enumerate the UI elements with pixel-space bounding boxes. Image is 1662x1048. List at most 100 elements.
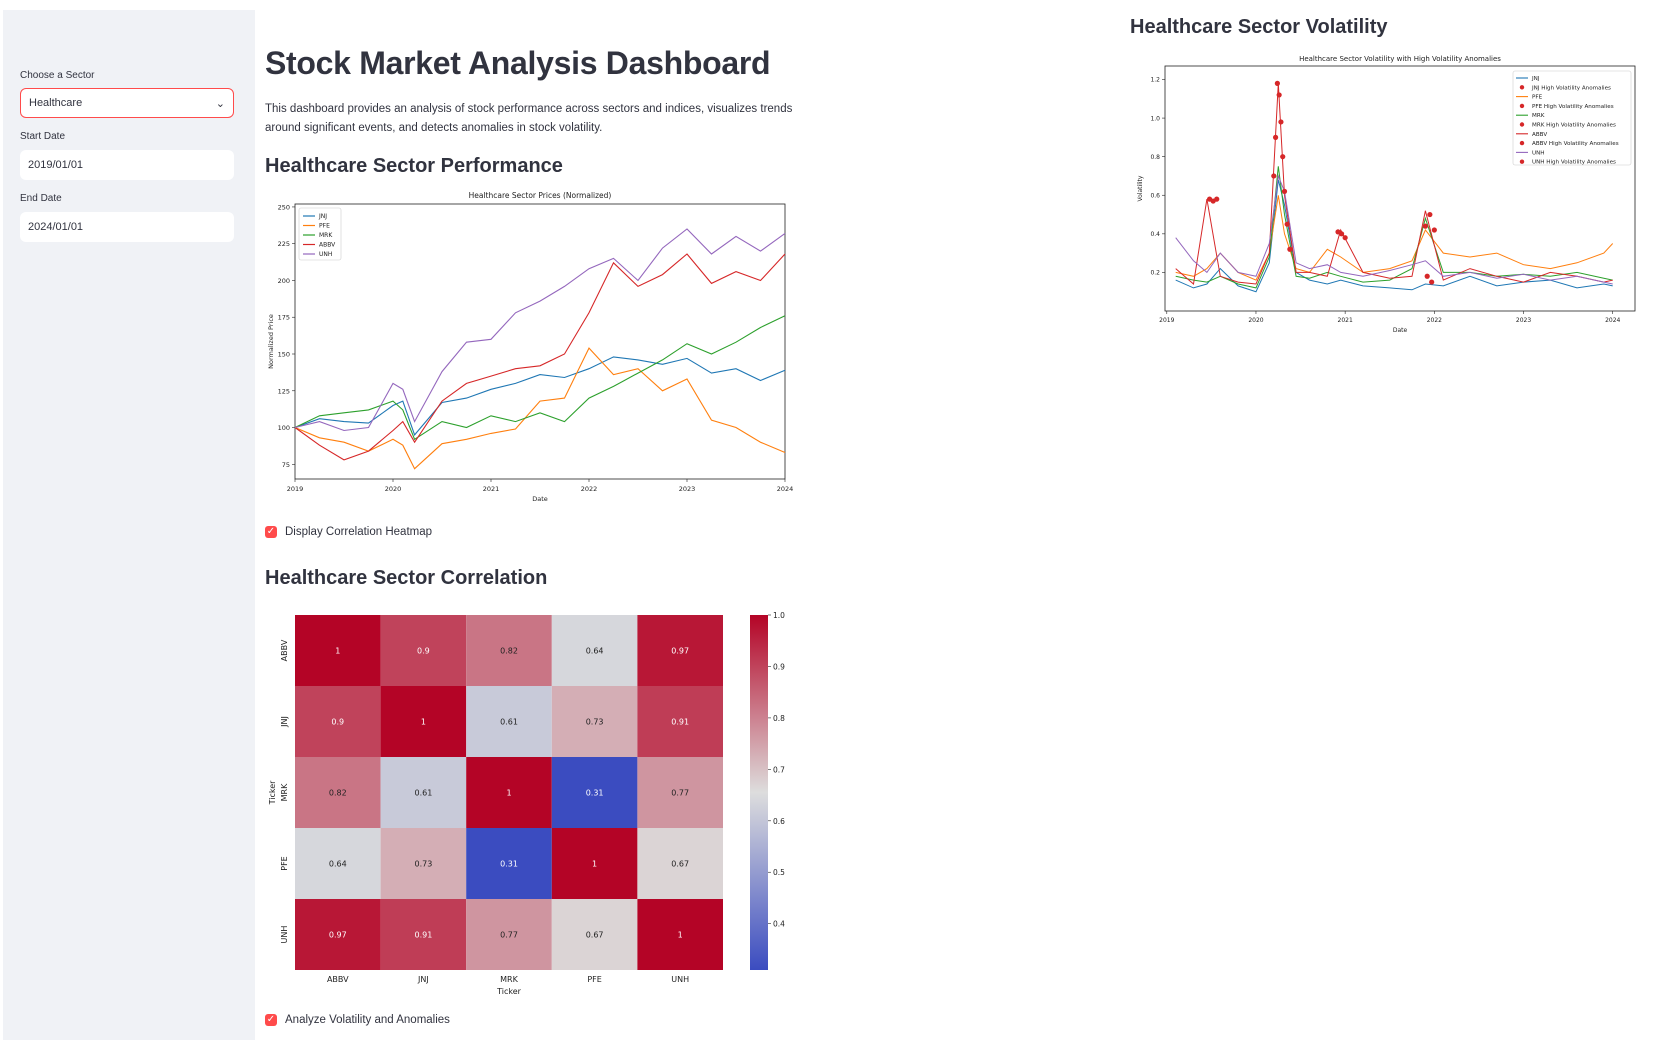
chevron-down-icon: ⌄ [215, 97, 225, 110]
start-date-input[interactable]: 2019/01/01 [20, 150, 234, 180]
colorbar-tick-label: 0.8 [773, 714, 785, 723]
anomaly-point [1281, 188, 1288, 194]
plot-frame [294, 203, 786, 480]
heatmap-cell-label: 0.73 [414, 860, 432, 869]
legend-box [298, 207, 342, 261]
y-tick-label: 75 [282, 461, 290, 469]
heatmap-cell [637, 828, 723, 899]
y-tick-label: 0.2 [1150, 270, 1160, 277]
anomaly-point [1276, 92, 1282, 98]
heatmap-cell [466, 828, 552, 899]
y-tick-label: 100 [278, 424, 290, 432]
heatmap-cell-label: 0.61 [414, 789, 432, 798]
heatmap-cell-label: 0.97 [671, 647, 689, 656]
page-description: This dashboard provides an analysis of s… [265, 103, 793, 134]
legend-box [1512, 70, 1632, 166]
heatmap-cell [295, 615, 381, 686]
heatmap-cell [637, 615, 723, 686]
anomaly-point [1338, 231, 1345, 237]
heatmap-cell [551, 828, 638, 899]
anomaly-point [1431, 227, 1437, 233]
x-tick-label: 2024 [1605, 317, 1620, 324]
series-line-abbv [294, 253, 786, 461]
end-date-label: End Date [20, 193, 62, 204]
checkmark-icon: ✓ [265, 1014, 277, 1026]
heatmap-cell-label: 0.91 [671, 718, 689, 727]
series-line-jnj [294, 356, 786, 436]
colorbar-tick-label: 0.9 [773, 662, 785, 671]
anomaly-point [1274, 80, 1280, 86]
y-axis-label: Normalized Price [267, 314, 275, 369]
sector-select-label: Choose a Sector [20, 70, 95, 81]
colorbar-tick-label: 0.4 [773, 920, 785, 929]
series-line-unh [1175, 174, 1613, 285]
performance-chart: Healthcare Sector Prices (Normalized) 201… [267, 191, 794, 503]
heatmap-cell-label: 0.73 [586, 718, 604, 727]
sector-select-value: Healthcare [29, 97, 83, 109]
heatmap-cell [551, 615, 638, 686]
heatmap-checkbox-label: Display Correlation Heatmap [285, 526, 433, 538]
heatmap-cell [380, 757, 467, 828]
x-tick-label: 2021 [1338, 317, 1353, 324]
anomaly-point [1429, 279, 1435, 285]
y-tick-label: 0.4 [1150, 231, 1160, 238]
legend-label: ABBV [1532, 132, 1547, 138]
plot-frame [1164, 65, 1636, 312]
end-date-input[interactable]: 2024/01/01 [20, 212, 234, 242]
heatmap-cell [295, 828, 381, 899]
heatmap-cell-label: 0.31 [586, 789, 604, 798]
y-tick-label: 225 [278, 240, 290, 248]
checkmark-icon: ✓ [265, 526, 277, 538]
anomaly-point [1424, 273, 1430, 279]
x-tick-label: 2022 [581, 485, 598, 493]
x-tick-label: 2020 [1248, 317, 1263, 324]
x-axis-label: Date [532, 495, 548, 503]
volatility-heading: Healthcare Sector Volatility [1130, 16, 1388, 38]
x-tick-label: 2020 [385, 485, 402, 493]
y-tick-label: 175 [278, 314, 290, 322]
y-tick-label: ABBV [280, 639, 289, 661]
y-tick-label: 200 [278, 277, 290, 285]
legend-label: MRK High Volatility Anomalies [1532, 123, 1616, 129]
heatmap-cell [295, 899, 381, 970]
colorbar-tick-label: 0.7 [773, 765, 785, 774]
series-line-abbv [1175, 83, 1613, 285]
sector-select[interactable]: Healthcare ⌄ [20, 88, 234, 118]
heatmap-cell-label: 0.64 [586, 647, 604, 656]
series-line-mrk [294, 315, 786, 441]
series-line-pfe [1175, 195, 1614, 281]
heatmap-cell [295, 757, 381, 828]
volatility-checkbox[interactable]: ✓ Analyze Volatility and Anomalies [265, 1014, 450, 1026]
y-tick-label: 1.0 [1150, 115, 1160, 122]
series-line-pfe [294, 347, 786, 470]
anomaly-point [1280, 154, 1286, 160]
heatmap-cell [551, 686, 638, 757]
legend-marker [1519, 159, 1525, 164]
heatmap-cell [466, 615, 552, 686]
legend-label: UNH [1532, 150, 1545, 156]
heatmap-cell-label: 0.91 [414, 931, 432, 940]
anomaly-point [1287, 246, 1293, 252]
heatmap-cell-label: 0.9 [417, 647, 430, 656]
legend-label: JNJ [318, 213, 327, 220]
heatmap-cell [295, 686, 381, 757]
heatmap-cell-label: 0.77 [500, 931, 518, 940]
heatmap-cell [466, 757, 552, 828]
colorbar-tick-label: 0.5 [773, 868, 785, 877]
heatmap-cell-label: 0.82 [500, 647, 518, 656]
legend-marker [1519, 140, 1525, 146]
legend-label: UNH [319, 251, 332, 258]
correlation-heatmap: 1 0.9 0.82 0.64 0.970.9 1 0.61 0.73 0.910.82 0.61… [268, 611, 785, 995]
x-tick-label: MRK [500, 975, 518, 984]
heatmap-checkbox[interactable]: ✓ Display Correlation Heatmap [265, 526, 432, 538]
chart-title: Healthcare Sector Volatility with High V… [1299, 55, 1501, 63]
heatmap-cell-label: 0.67 [586, 931, 604, 940]
heatmap-cell [551, 899, 638, 970]
volatility-chart: Healthcare Sector Volatility with High V… [1137, 55, 1636, 334]
y-tick-label: 125 [278, 387, 290, 395]
heatmap-cell-label: 0.61 [500, 718, 518, 727]
heatmap-cell [551, 757, 638, 828]
x-tick-label: 2024 [777, 485, 794, 493]
heatmap-cell-label: 1 [592, 860, 597, 869]
x-tick-label: 2019 [287, 485, 304, 493]
